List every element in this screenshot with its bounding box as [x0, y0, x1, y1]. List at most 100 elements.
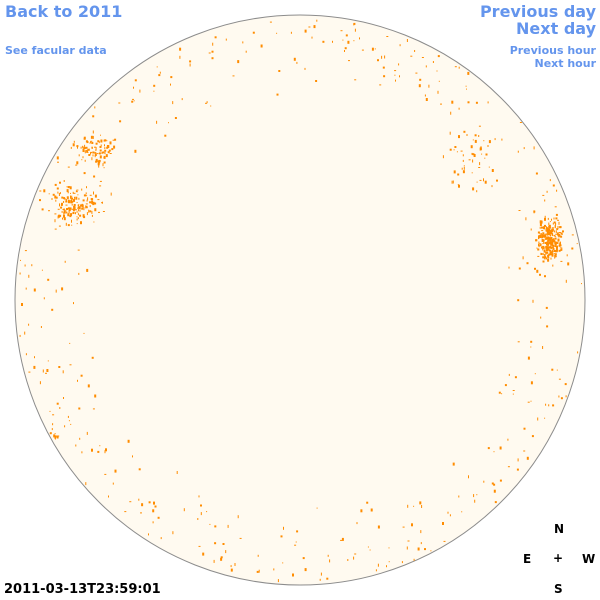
magnetic-feature: [140, 512, 142, 514]
magnetic-feature: [394, 74, 396, 76]
magnetic-feature: [550, 239, 552, 243]
magnetic-feature: [95, 146, 97, 150]
magnetic-feature: [558, 378, 561, 380]
magnetic-feature: [52, 423, 54, 426]
magnetic-feature: [537, 417, 539, 421]
magnetic-feature: [158, 74, 161, 77]
magnetic-feature: [63, 217, 66, 221]
magnetic-feature: [555, 236, 557, 238]
magnetic-feature: [476, 181, 478, 183]
magnetic-feature: [39, 199, 41, 202]
magnetic-feature: [554, 245, 557, 248]
magnetic-feature: [558, 249, 561, 252]
magnetic-feature: [55, 199, 57, 202]
next-day-link[interactable]: Next day: [516, 19, 596, 38]
magnetic-feature: [483, 140, 485, 142]
magnetic-feature: [453, 149, 455, 151]
magnetic-feature: [214, 525, 217, 528]
magnetic-feature: [62, 217, 63, 220]
magnetic-feature: [28, 323, 30, 326]
magnetic-feature: [102, 211, 105, 212]
magnetic-feature: [539, 235, 542, 238]
magnetic-feature: [452, 180, 454, 184]
magnetic-feature: [97, 450, 100, 453]
solar-disk: [14, 14, 586, 586]
magnetic-feature: [84, 150, 86, 154]
magnetic-feature: [104, 149, 107, 152]
magnetic-feature: [538, 244, 539, 246]
magnetic-feature: [99, 445, 101, 447]
magnetic-feature: [40, 326, 42, 328]
magnetic-feature: [76, 161, 79, 165]
magnetic-feature: [232, 75, 235, 77]
magnetic-feature: [131, 100, 134, 103]
previous-day-link[interactable]: Previous day: [479, 2, 596, 21]
magnetic-feature: [93, 191, 94, 195]
magnetic-feature: [92, 130, 94, 134]
magnetic-feature: [547, 228, 550, 230]
magnetic-feature: [541, 226, 543, 229]
magnetic-feature: [547, 233, 549, 236]
magnetic-feature: [424, 94, 426, 97]
magnetic-feature: [414, 50, 416, 52]
magnetic-feature: [106, 140, 108, 142]
magnetic-feature: [546, 325, 549, 328]
magnetic-feature: [523, 147, 525, 150]
magnetic-feature: [70, 200, 73, 204]
magnetic-feature: [316, 19, 318, 22]
magnetic-feature: [545, 245, 548, 248]
magnetic-feature: [557, 219, 559, 221]
previous-hour-link[interactable]: Previous hour: [509, 44, 596, 57]
magnetic-feature: [544, 255, 546, 256]
magnetic-feature: [68, 209, 71, 212]
magnetic-feature: [545, 226, 547, 230]
magnetic-feature: [61, 196, 64, 199]
magnetic-feature: [54, 435, 56, 439]
magnetic-feature: [153, 90, 155, 92]
magnetic-feature: [80, 146, 82, 149]
magnetic-feature: [61, 210, 63, 213]
magnetic-feature: [77, 209, 79, 212]
magnetic-feature: [295, 541, 297, 543]
magnetic-feature: [467, 71, 470, 75]
magnetic-feature: [551, 241, 554, 245]
magnetic-feature: [553, 238, 555, 240]
magnetic-feature: [545, 251, 547, 255]
magnetic-feature: [547, 258, 550, 262]
magnetic-feature: [487, 101, 489, 104]
magnetic-feature: [501, 393, 503, 395]
back-to-year-link[interactable]: Back to 2011: [5, 2, 123, 21]
magnetic-feature: [83, 216, 86, 219]
magnetic-feature: [538, 241, 540, 245]
magnetic-feature: [543, 249, 546, 253]
magnetic-feature: [198, 545, 201, 547]
magnetic-feature: [379, 84, 382, 86]
magnetic-feature: [549, 247, 551, 249]
magnetic-feature: [394, 70, 397, 72]
magnetic-feature: [87, 384, 90, 388]
magnetic-feature: [304, 67, 306, 70]
facular-data-link[interactable]: See facular data: [5, 44, 107, 57]
magnetic-feature: [546, 232, 548, 235]
magnetic-feature: [230, 565, 232, 568]
next-hour-link[interactable]: Next hour: [534, 57, 597, 70]
magnetic-feature: [94, 151, 96, 154]
magnetic-feature: [344, 50, 345, 52]
magnetic-feature: [81, 207, 84, 210]
magnetic-feature: [347, 40, 350, 44]
compass-east: E: [523, 552, 532, 566]
magnetic-feature: [90, 198, 93, 201]
magnetic-feature: [88, 148, 90, 151]
magnetic-feature: [220, 556, 223, 559]
observation-timestamp: 2011-03-13T23:59:01: [4, 582, 161, 597]
magnetic-feature: [179, 47, 182, 51]
magnetic-feature: [99, 185, 102, 187]
magnetic-feature: [91, 356, 94, 359]
magnetic-feature: [69, 342, 71, 344]
magnetic-feature: [24, 331, 26, 335]
magnetic-feature: [93, 221, 95, 223]
magnetic-feature: [491, 482, 494, 485]
magnetic-feature: [478, 135, 480, 137]
magnetic-feature: [461, 511, 463, 513]
magnetic-feature: [549, 225, 551, 229]
